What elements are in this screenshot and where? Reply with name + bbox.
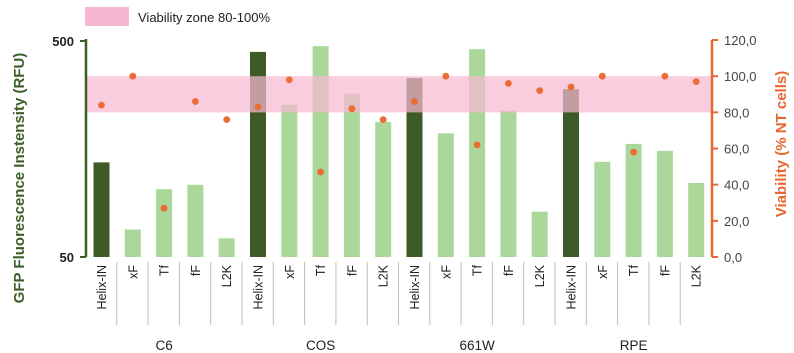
- left-axis-title: GFP Fluorescence Instensity (RFU): [11, 53, 28, 304]
- viability-dot-xf-c6: [129, 72, 137, 80]
- bar-helix-in-rpe: [563, 89, 579, 257]
- viability-dot-l2k-cos: [379, 116, 387, 123]
- left-tick-label: 50: [60, 250, 74, 265]
- viability-dot-tf-rpe: [630, 148, 637, 156]
- category-label: fF: [189, 265, 203, 276]
- right-tick-label: 0,0: [724, 250, 742, 265]
- category-label: xF: [596, 265, 610, 279]
- left-tick-label: 500: [52, 34, 74, 49]
- viability-dot-ff-c6: [192, 98, 199, 105]
- right-tick-label: 20,0: [724, 214, 749, 229]
- legend-label: Viability zone 80-100%: [138, 10, 270, 25]
- group-label-rpe: RPE: [620, 338, 648, 353]
- category-label: L2K: [690, 264, 704, 287]
- viability-dot-ff-661w: [505, 80, 512, 87]
- viability-dot-tf-661w: [473, 141, 481, 149]
- category-label: Tf: [627, 264, 641, 276]
- viability-dot-l2k-661w: [536, 87, 544, 94]
- category-label: xF: [283, 265, 297, 279]
- viability-dot-l2k-rpe: [692, 78, 700, 85]
- bar-ff-cos: [343, 93, 360, 257]
- bar-ff-rpe: [656, 150, 673, 257]
- viability-dot-ff-rpe: [661, 72, 669, 80]
- legend-swatch: [85, 7, 129, 26]
- group-label-c6: C6: [155, 338, 172, 353]
- bar-helix-in-661w: [406, 78, 423, 257]
- category-label: L2K: [533, 264, 547, 287]
- category-label: Tf: [314, 264, 328, 276]
- bar-l2k-rpe: [688, 183, 705, 257]
- bar-l2k-cos: [375, 121, 392, 258]
- group-label-cos: COS: [306, 338, 335, 353]
- bar-l2k-661w: [531, 211, 548, 257]
- viability-dot-ff-cos: [348, 105, 356, 113]
- category-label: Helix-IN: [408, 265, 422, 309]
- bar-xf-c6: [124, 229, 141, 257]
- category-label: Helix-IN: [252, 265, 266, 309]
- category-label: fF: [658, 265, 672, 276]
- category-label: Helix-IN: [565, 265, 579, 309]
- category-label: xF: [439, 265, 453, 279]
- right-tick-label: 80,0: [724, 105, 749, 120]
- bar-helix-in-c6: [93, 162, 110, 257]
- bar-xf-661w: [437, 133, 454, 257]
- category-label: fF: [502, 265, 516, 276]
- right-axis-title: Viability (% NT cells): [773, 71, 790, 217]
- category-label: Tf: [158, 264, 172, 276]
- bar-xf-rpe: [594, 161, 611, 257]
- category-label: fF: [345, 265, 359, 276]
- viability-zone-band: [86, 76, 712, 113]
- right-tick-label: 40,0: [724, 178, 749, 193]
- viability-dot-l2k-c6: [223, 116, 231, 123]
- category-label: xF: [126, 265, 140, 279]
- bar-ff-661w: [500, 111, 517, 257]
- category-label: Helix-IN: [95, 265, 109, 309]
- viability-dot-helix-in-rpe: [567, 83, 575, 91]
- viability-dot-xf-cos: [285, 76, 293, 84]
- viability-dot-helix-in-c6: [98, 101, 105, 109]
- bar-tf-rpe: [625, 143, 642, 257]
- group-label-661w: 661W: [459, 338, 495, 353]
- legend: Viability zone 80-100%: [85, 7, 270, 26]
- bar-xf-cos: [281, 104, 298, 258]
- bar-ff-c6: [187, 184, 204, 257]
- category-label: L2K: [220, 264, 234, 287]
- viability-dot-helix-in-cos: [254, 103, 262, 111]
- viability-dot-tf-c6: [160, 204, 168, 212]
- bar-tf-c6: [156, 189, 173, 257]
- right-tick-label: 60,0: [724, 142, 749, 157]
- bar-l2k-c6: [218, 238, 235, 257]
- viability-dot-xf-rpe: [598, 72, 606, 80]
- right-tick-label: 120,0: [724, 33, 757, 48]
- viability-dot-xf-661w: [442, 72, 450, 80]
- category-label: Tf: [471, 264, 485, 276]
- viability-dot-helix-in-661w: [411, 98, 418, 105]
- category-label: L2K: [377, 264, 391, 287]
- viability-dot-tf-cos: [317, 168, 324, 176]
- right-tick-label: 100,0: [724, 69, 757, 84]
